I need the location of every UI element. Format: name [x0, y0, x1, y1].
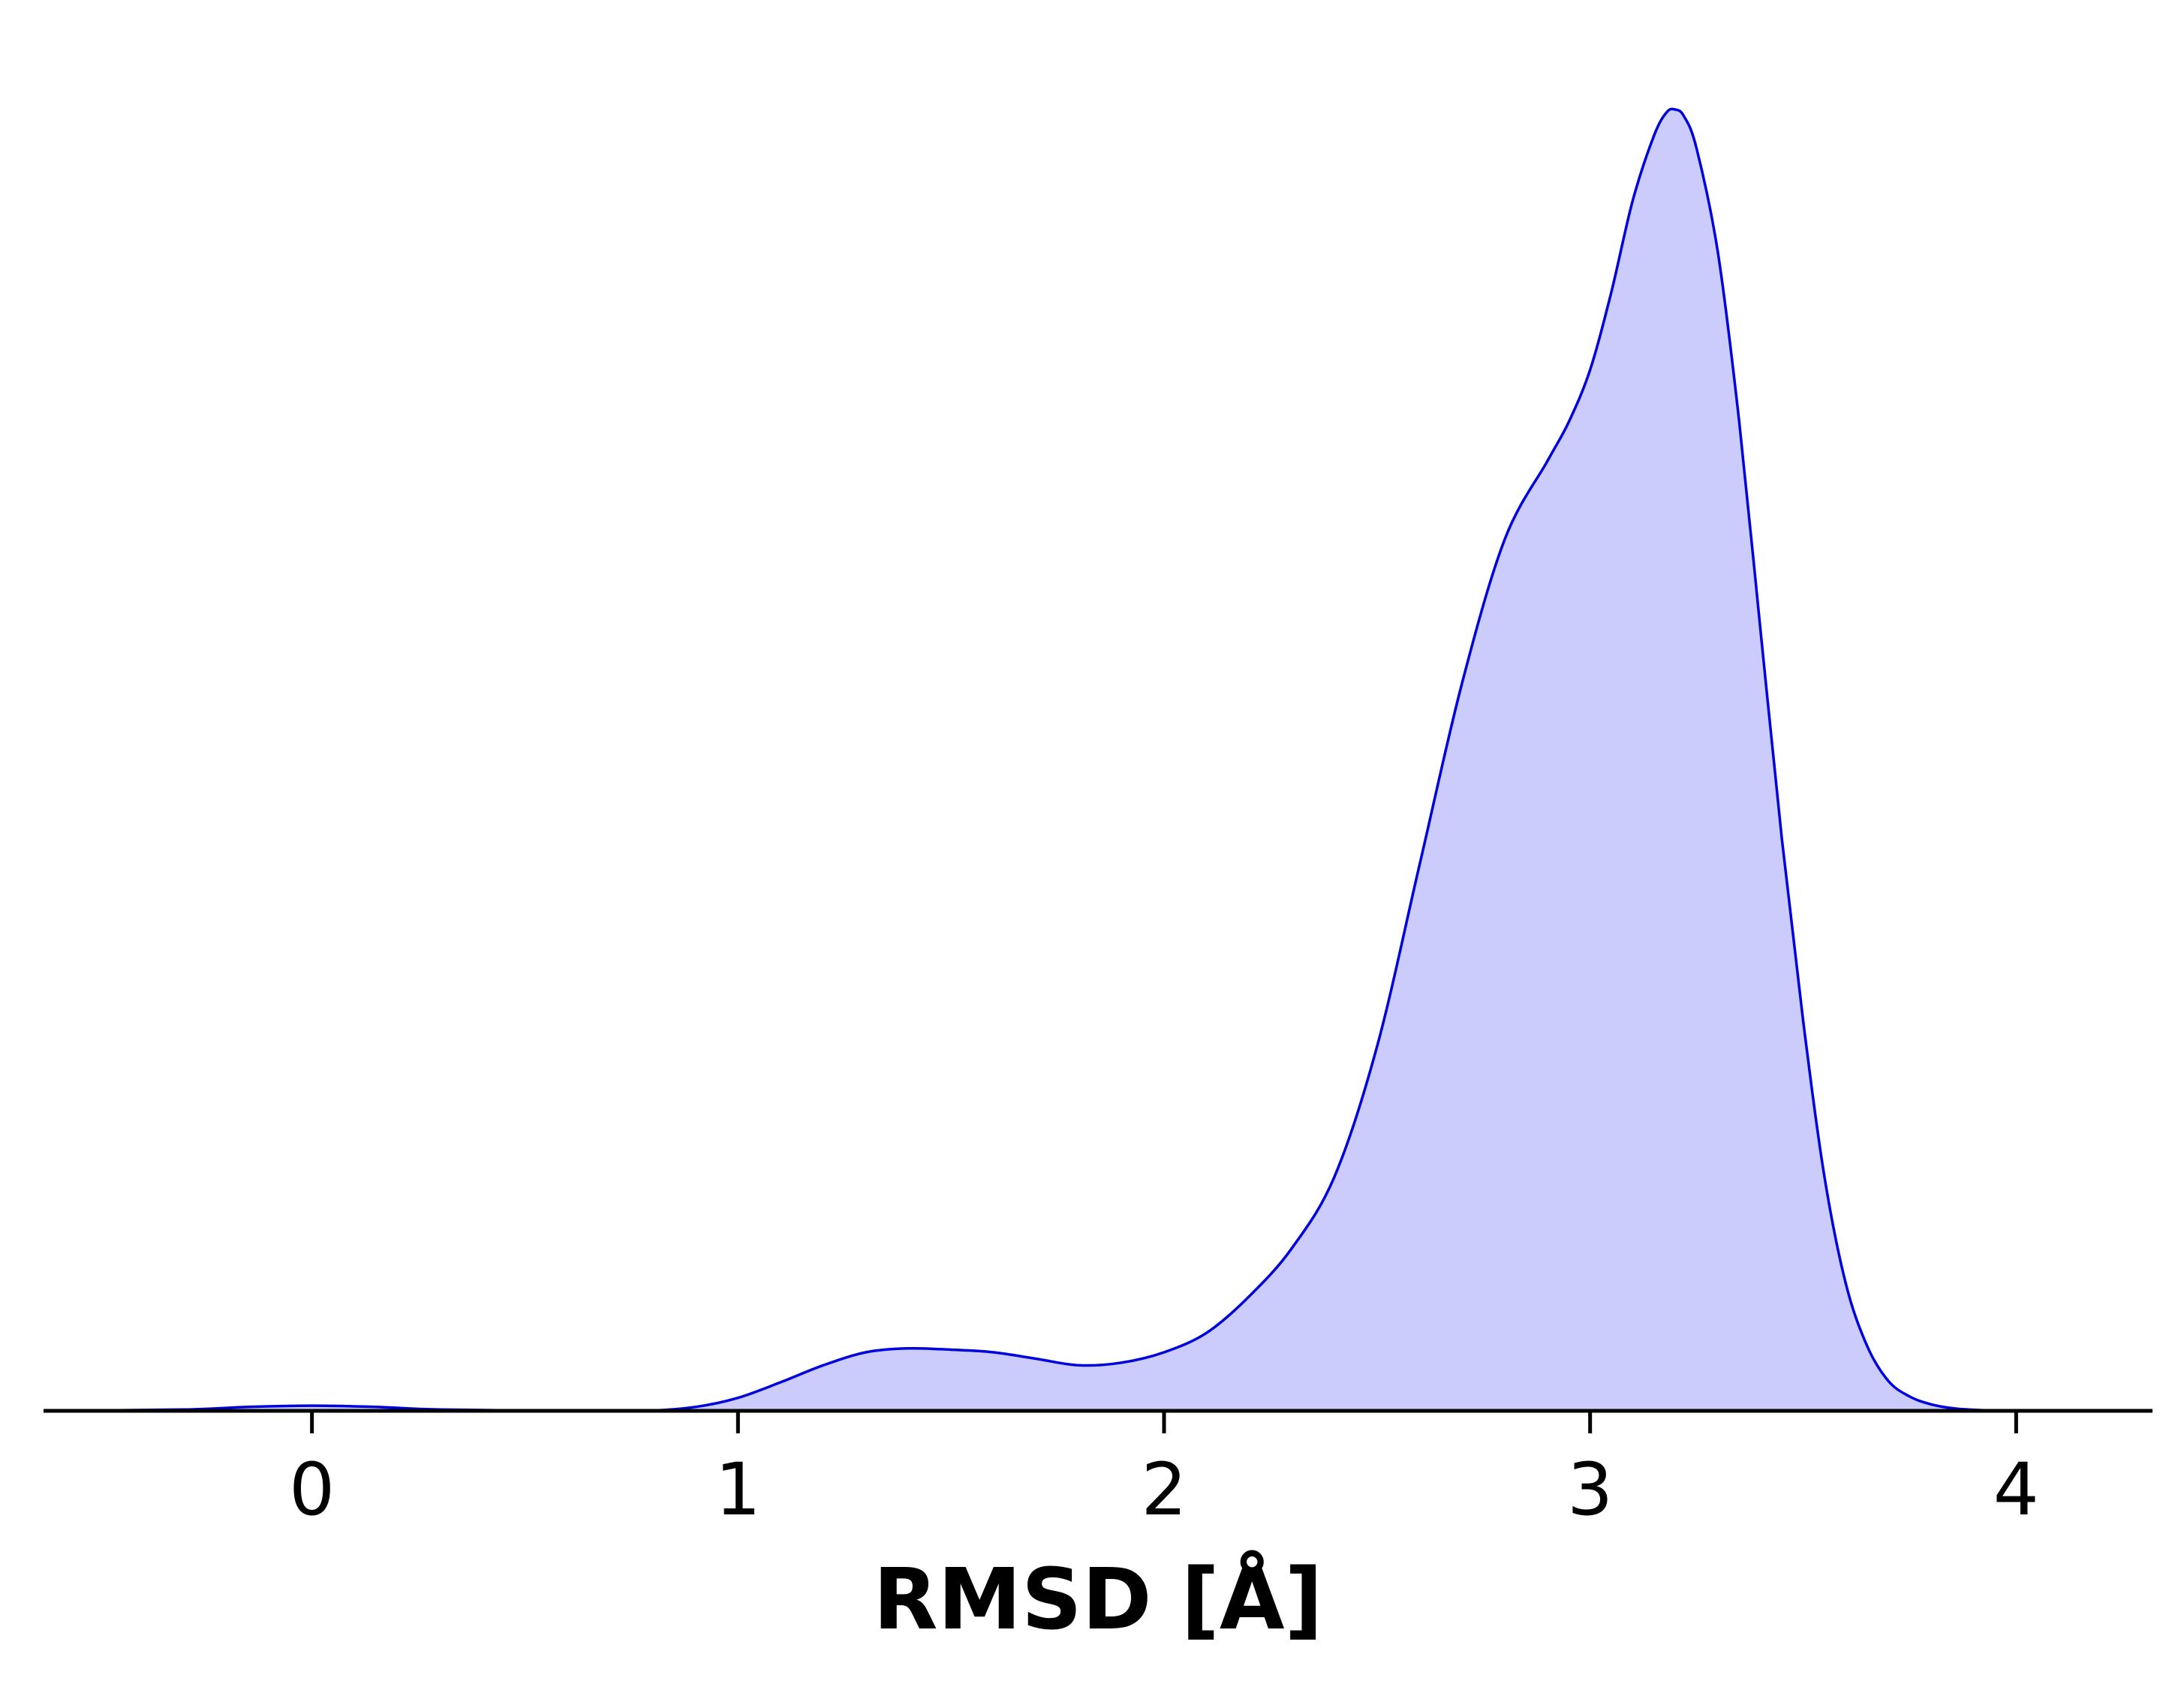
x-tick-label: 3 [1567, 1448, 1613, 1532]
x-tick-label: 2 [1141, 1448, 1187, 1532]
x-tick-label: 1 [715, 1448, 761, 1532]
x-tick-label: 0 [289, 1448, 335, 1532]
x-tick-label: 4 [1993, 1448, 2039, 1532]
x-axis-label: RMSD [Å] [873, 1550, 1322, 1649]
density-line [43, 107, 2152, 1412]
x-axis-ticks: 0 1 2 3 4 [289, 1411, 2039, 1532]
density-area [44, 109, 2152, 1411]
